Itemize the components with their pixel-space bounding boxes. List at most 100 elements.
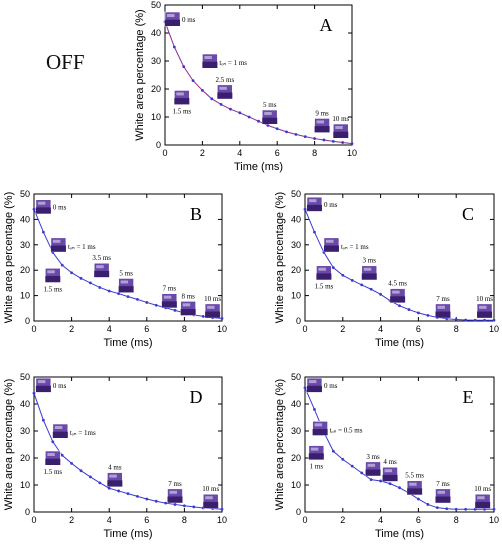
data-point xyxy=(369,287,373,291)
x-tick-label: 8 xyxy=(182,324,187,334)
thumbnail-shade xyxy=(217,92,233,99)
thumbnail-shade xyxy=(164,19,180,26)
series-line xyxy=(33,393,223,510)
thumbnail-shade xyxy=(435,496,451,503)
x-tick-label: 0 xyxy=(302,324,307,334)
frame-thumbnail: 1.5 ms xyxy=(172,90,191,115)
annotation-label: 5 ms xyxy=(263,101,277,109)
y-axis-label: White area percentage (%) xyxy=(274,379,286,510)
data-point xyxy=(331,266,335,270)
thumbnail-shade xyxy=(161,301,177,308)
data-point xyxy=(107,486,111,490)
data-point xyxy=(172,45,176,49)
thumbnail-shade xyxy=(202,61,218,68)
data-point xyxy=(492,507,496,511)
thumbnail-shade xyxy=(205,311,221,318)
data-point xyxy=(407,308,411,311)
y-tick-label: 40 xyxy=(291,399,301,409)
data-point xyxy=(426,314,430,317)
annotation-label: 0 ms xyxy=(53,204,67,212)
x-axis-label: Time (ms) xyxy=(375,337,424,349)
data-point xyxy=(51,440,55,444)
annotation-label: 7 ms xyxy=(436,295,450,303)
frame-thumbnail: 4 ms xyxy=(107,464,123,487)
y-tick-label: 20 xyxy=(151,84,161,94)
panel-letter: B xyxy=(190,204,202,224)
data-point xyxy=(201,315,205,318)
plot-frame xyxy=(164,4,353,146)
x-tick-label: 2 xyxy=(69,515,74,525)
frame-thumbnail: 5.5 ms xyxy=(405,472,424,496)
data-point xyxy=(247,115,251,119)
data-point xyxy=(173,503,177,506)
thumbnail-shade xyxy=(35,385,51,393)
thumbnail-highlight xyxy=(182,303,191,307)
thumbnail-highlight xyxy=(166,14,175,17)
data-point xyxy=(417,311,420,315)
data-point xyxy=(79,469,83,473)
frame-thumbnail: tₒₙ = 1 ms xyxy=(50,237,96,253)
data-point xyxy=(398,486,401,490)
data-point xyxy=(154,303,158,307)
y-tick-label: 20 xyxy=(291,453,301,463)
thumbnail-shade xyxy=(306,385,322,393)
x-tick-label: 2 xyxy=(200,148,205,158)
thumbnail-shade xyxy=(435,311,451,318)
y-tick-label: 50 xyxy=(151,0,161,10)
thumbnail-highlight xyxy=(308,380,317,384)
data-point xyxy=(220,507,224,511)
x-tick-label: 4 xyxy=(107,324,112,334)
data-point xyxy=(350,464,354,468)
chart-panel-d: 0 2 4 6 8 10 0 10 20 30 40 50 Time (ms) White area pe… xyxy=(3,372,227,540)
frame-thumbnail: 1.5 ms xyxy=(315,265,334,291)
data-point xyxy=(398,304,401,308)
data-point xyxy=(266,124,270,127)
data-point xyxy=(136,298,139,301)
data-point xyxy=(182,65,186,68)
annotation-label: tₒₙ = 0.5 ms xyxy=(330,426,363,434)
data-point xyxy=(464,507,468,511)
off-label: OFF xyxy=(46,50,85,74)
x-tick-label: 6 xyxy=(275,148,280,158)
data-point xyxy=(379,292,382,296)
y-tick-label: 50 xyxy=(291,372,301,382)
thumbnail-shade xyxy=(180,309,196,316)
thumbnail-highlight xyxy=(477,496,485,500)
annotation-label: tₒₙ = 1 ms xyxy=(341,243,369,251)
data-point xyxy=(229,107,232,111)
data-point xyxy=(42,230,45,234)
thumbnail-shade xyxy=(203,501,219,509)
data-point xyxy=(145,301,149,304)
data-point xyxy=(454,318,458,321)
data-point xyxy=(173,308,177,312)
thumbnail-highlight xyxy=(437,490,445,494)
thumbnail-highlight xyxy=(316,120,325,124)
thumbnail-highlight xyxy=(392,290,400,294)
annotation-label: tₒₙ = 1 ms xyxy=(68,243,96,251)
y-tick-label: 0 xyxy=(296,507,301,517)
thumbnail-highlight xyxy=(96,265,104,269)
thumbnail-shade xyxy=(390,296,406,303)
thumbnail-highlight xyxy=(109,474,117,478)
data-point xyxy=(201,89,204,92)
panel-letter: A xyxy=(320,15,333,35)
x-tick-label: 4 xyxy=(237,148,242,158)
chart-panel-c: 0 2 4 6 8 10 0 10 20 30 40 50 Time (ms) White area pe… xyxy=(274,189,499,349)
chart-panel-b: 0 2 4 6 8 10 0 10 20 30 40 50 Time (ms) White area pe… xyxy=(3,189,227,349)
y-tick-label: 10 xyxy=(151,112,161,122)
data-point xyxy=(32,391,36,395)
y-tick-label: 10 xyxy=(20,480,30,490)
thumbnail-highlight xyxy=(367,463,376,467)
y-axis-label: White area percentage (%) xyxy=(274,192,286,323)
panel-letter: E xyxy=(463,387,474,407)
data-point xyxy=(89,475,92,479)
x-tick-label: 2 xyxy=(69,324,74,334)
data-point xyxy=(360,471,364,475)
frame-thumbnail: 7 ms xyxy=(167,480,183,504)
frame-thumbnail: 7 ms xyxy=(435,295,451,319)
x-tick-label: 0 xyxy=(302,515,307,525)
x-tick-label: 10 xyxy=(217,515,227,525)
data-point xyxy=(145,497,149,501)
frame-thumbnail: 0 ms xyxy=(306,377,338,393)
